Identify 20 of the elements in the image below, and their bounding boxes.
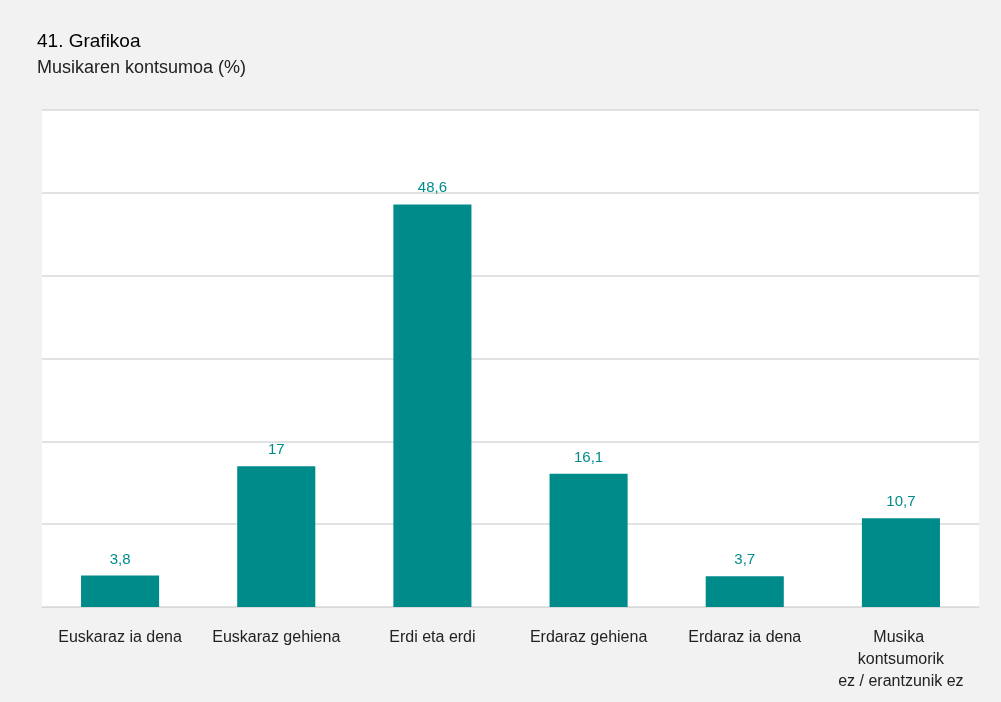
x-tick-label: Musika kontsumorik ez / erantzunik ez: [838, 627, 964, 689]
data-label: 48,6: [417, 178, 448, 196]
bar: [705, 576, 784, 607]
bar: [81, 575, 160, 607]
x-tick-label: Euskaraz gehiena: [212, 627, 341, 645]
bar: [549, 473, 628, 607]
x-tick-label: Erdi eta erdi: [389, 627, 476, 645]
chart-subtitle: Musikaren kontsumoa (%): [37, 57, 247, 77]
x-tick-label: Erdaraz gehiena: [529, 627, 648, 645]
x-tick-label: Erdaraz ia dena: [688, 627, 802, 645]
x-tick-label: Euskaraz ia dena: [58, 627, 182, 645]
data-label: 3,7: [734, 550, 756, 568]
data-label: 16,1: [573, 447, 604, 465]
bar: [861, 518, 940, 607]
bar: [237, 466, 316, 607]
bar: [393, 204, 472, 607]
data-label: 17: [267, 440, 285, 458]
chart-title: 41. Grafikoa: [37, 30, 141, 51]
data-label: 3,8: [109, 549, 131, 567]
data-label: 10,7: [886, 492, 916, 510]
